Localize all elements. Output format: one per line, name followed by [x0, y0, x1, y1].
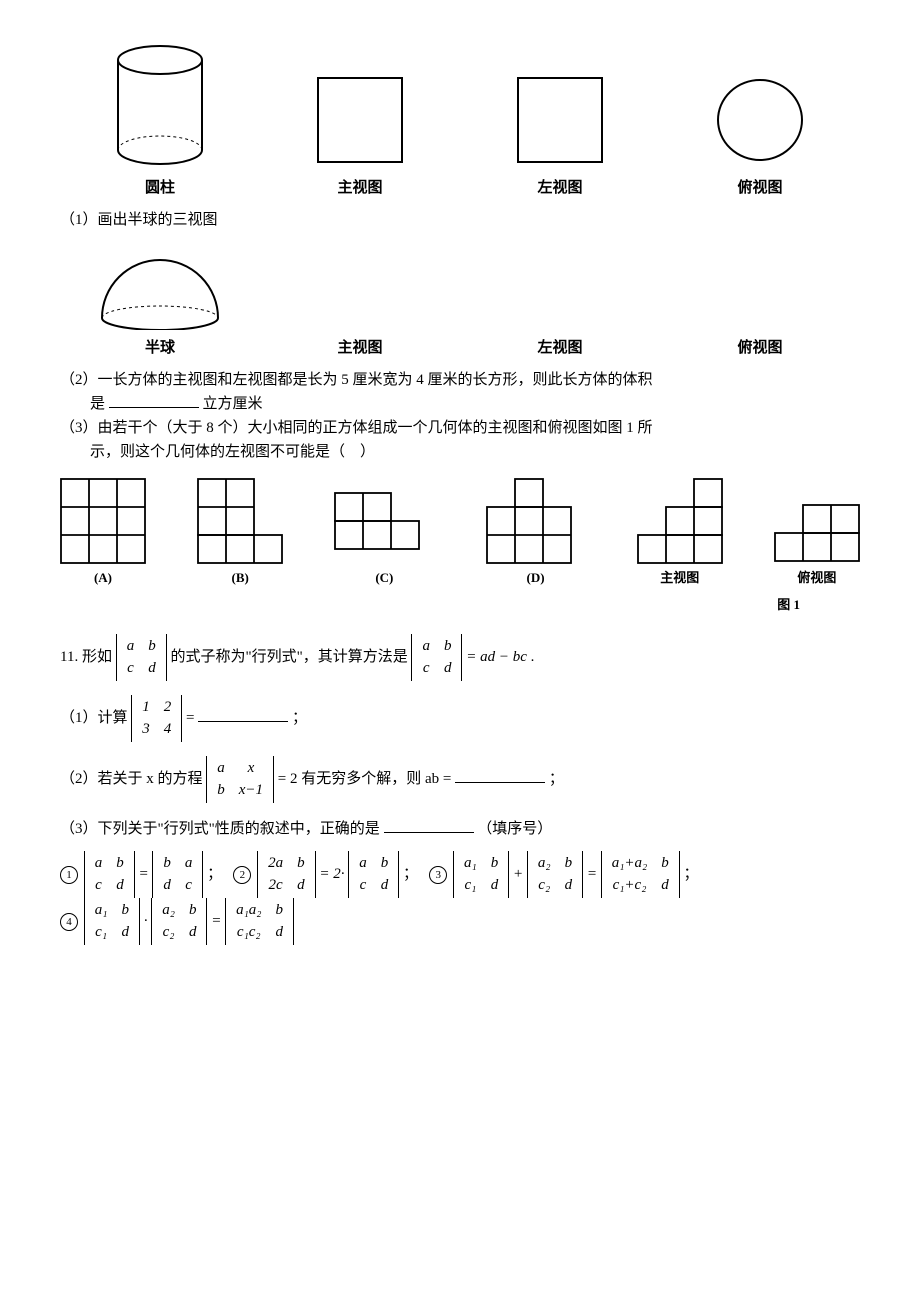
q11-3-a: （3）下列关于"行列式"性质的叙述中，正确的是 — [60, 821, 380, 837]
opt-a-label: (A) — [60, 568, 146, 589]
grid-c-icon — [334, 492, 434, 564]
grid-a-icon — [60, 478, 146, 564]
q2-c: 立方厘米 — [203, 396, 263, 412]
q11-a: 11. 形如 — [60, 649, 112, 665]
hemisphere-icon — [90, 240, 230, 330]
fig1-front-label: 主视图 — [637, 568, 723, 589]
grid-b-icon — [197, 478, 283, 564]
fig1-front: 主视图 — [637, 478, 723, 589]
circle-icon — [710, 70, 810, 170]
q3-options-row: (A) (B) (C) — [60, 478, 860, 589]
cylinder-icon — [105, 40, 215, 170]
det-1234: 1234 — [131, 695, 182, 742]
q2-b: 是 — [90, 396, 105, 412]
q3-line2: 示，则这个几何体的左视图不可能是（ ） — [90, 440, 860, 464]
blank-1[interactable] — [198, 706, 288, 722]
hemi-left-cell: 左视图 — [460, 330, 660, 360]
q11-3-b: （填序号） — [477, 821, 552, 837]
det-ax: axbx−1 — [206, 756, 274, 803]
blank-2[interactable] — [455, 767, 545, 783]
fig1-front-icon — [637, 478, 723, 564]
circ-1: 1 — [60, 866, 78, 884]
square-icon — [310, 70, 410, 170]
circ-3: 3 — [429, 866, 447, 884]
det-abcd: abcd — [116, 634, 167, 681]
eq1: = — [186, 710, 198, 726]
q11-2-c: ； — [549, 771, 564, 787]
opt-b-label: (B) — [197, 568, 283, 589]
q11-1-a: （1）计算 — [60, 710, 128, 726]
square-icon — [510, 70, 610, 170]
option-d[interactable]: (D) — [486, 478, 586, 589]
q11-b: 的式子称为"行列式"，其计算方法是 — [170, 649, 407, 665]
hemisphere-cell: 半球 — [60, 240, 260, 360]
cylinder-label: 圆柱 — [60, 176, 260, 200]
left-view-cell: 左视图 — [460, 70, 660, 200]
fig1-top: 俯视图 — [774, 504, 860, 589]
q2-line2: 是 立方厘米 — [90, 392, 860, 416]
q3-line1: （3）由若干个（大于 8 个）大小相同的正方体组成一个几何体的主视图和俯视图如图… — [60, 416, 860, 440]
option-c[interactable]: (C) — [334, 492, 434, 589]
left-label: 左视图 — [460, 176, 660, 200]
front-label: 主视图 — [260, 176, 460, 200]
option-b[interactable]: (B) — [197, 478, 283, 589]
hemi-top-cell: 俯视图 — [660, 330, 860, 360]
fig1-top-icon — [774, 504, 860, 564]
hemisphere-label: 半球 — [60, 336, 260, 360]
cylinder-cell: 圆柱 — [60, 40, 260, 200]
q11-2: （2）若关于 x 的方程 axbx−1 = 2 有无穷多个解，则 ab = ； — [60, 756, 860, 803]
det-abcd-2: abcd — [411, 634, 462, 681]
q11-1: （1）计算 1234 = ； — [60, 695, 860, 742]
blank-volume[interactable] — [109, 392, 199, 408]
hemi-front-cell: 主视图 — [260, 330, 460, 360]
front-view-cell: 主视图 — [260, 70, 460, 200]
q11-2-b: = 2 有无穷多个解，则 ab = — [278, 771, 455, 787]
fig1-top-label: 俯视图 — [774, 568, 860, 589]
q11-c: . — [531, 649, 535, 665]
circ-4: 4 — [60, 913, 78, 931]
option-a[interactable]: (A) — [60, 478, 146, 589]
q11-stem: 11. 形如 abcd 的式子称为"行列式"，其计算方法是 abcd = ad … — [60, 634, 860, 681]
grid-d-icon — [486, 478, 586, 564]
top-view-cell: 俯视图 — [660, 70, 860, 200]
hemisphere-views-row: 半球 主视图 左视图 俯视图 — [60, 240, 860, 360]
q11-2-a: （2）若关于 x 的方程 — [60, 771, 203, 787]
hemi-left-label: 左视图 — [460, 336, 660, 360]
q2-line1: （2）一长方体的主视图和左视图都是长为 5 厘米宽为 4 厘米的长方形，则此长方… — [60, 368, 860, 392]
hemi-top-label: 俯视图 — [660, 336, 860, 360]
circ-2: 2 — [233, 866, 251, 884]
top-label: 俯视图 — [660, 176, 860, 200]
q11-3: （3）下列关于"行列式"性质的叙述中，正确的是 （填序号） — [60, 817, 860, 841]
det-formula: = ad − bc — [466, 649, 527, 665]
q11-props: 1 abcd = badc ； 2 2ab2cd = 2· abcd ； 3 a… — [60, 851, 860, 945]
q1-text: （1）画出半球的三视图 — [60, 208, 860, 232]
opt-c-label: (C) — [334, 568, 434, 589]
q11-1-c: ； — [292, 710, 307, 726]
cylinder-views-row: 圆柱 主视图 左视图 俯视图 — [60, 40, 860, 200]
hemi-front-label: 主视图 — [260, 336, 460, 360]
blank-3[interactable] — [384, 817, 474, 833]
fig1-caption: 图 1 — [60, 595, 800, 616]
opt-d-label: (D) — [486, 568, 586, 589]
